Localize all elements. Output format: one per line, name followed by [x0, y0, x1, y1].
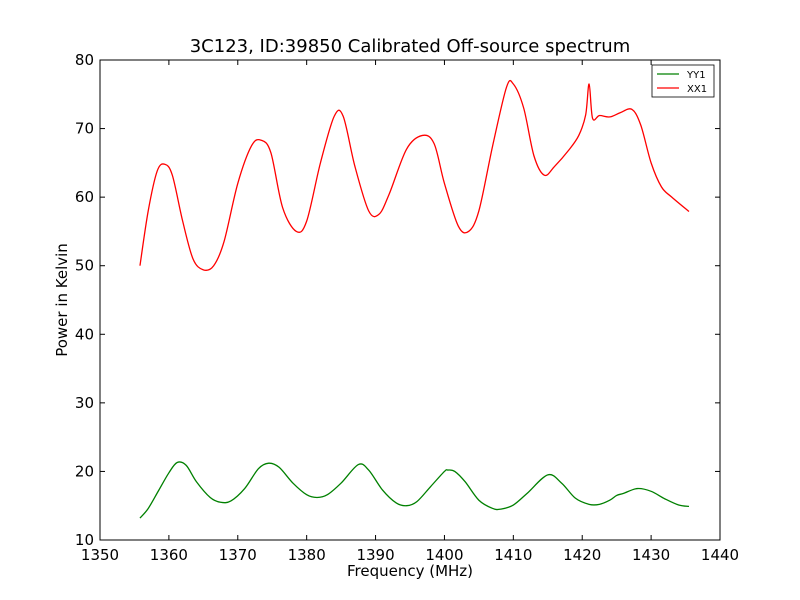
legend-box	[651, 64, 715, 98]
x-tick-label: 1400	[425, 546, 463, 564]
legend-label: XX1	[687, 84, 707, 95]
y-axis-label: Power in Kelvin	[53, 243, 71, 357]
x-tick-label: 1410	[494, 546, 532, 564]
y-tick-label: 40	[75, 325, 94, 343]
x-tick-label: 1430	[632, 546, 670, 564]
chart-title: 3C123, ID:39850 Calibrated Off-source sp…	[190, 36, 631, 57]
y-tick-label: 60	[75, 188, 94, 206]
y-tick-label: 20	[75, 462, 94, 480]
x-tick-label: 1420	[563, 546, 601, 564]
plot-frame	[99, 59, 721, 541]
x-tick-label: 1440	[701, 546, 739, 564]
x-tick-label: 1370	[219, 546, 257, 564]
x-axis-label: Frequency (MHz)	[347, 562, 473, 580]
series-line-yy1	[139, 461, 690, 519]
ticks-layer: 1350 1360 1370 1380 1390 1400 1410 1420 1430 1440…	[75, 51, 739, 564]
series-layer	[139, 79, 690, 519]
x-tick-label: 1390	[356, 546, 394, 564]
x-tick-label: 1360	[150, 546, 188, 564]
legend-label: YY1	[686, 70, 706, 81]
y-tick-label: 80	[75, 51, 94, 69]
x-tick-label: 1350	[81, 546, 119, 564]
x-tick-label: 1380	[288, 546, 326, 564]
y-tick-label: 10	[75, 531, 94, 549]
y-tick-label: 30	[75, 394, 94, 412]
y-tick-label: 70	[75, 120, 94, 138]
series-line-xx1	[139, 79, 690, 271]
y-tick-label: 50	[75, 257, 94, 275]
